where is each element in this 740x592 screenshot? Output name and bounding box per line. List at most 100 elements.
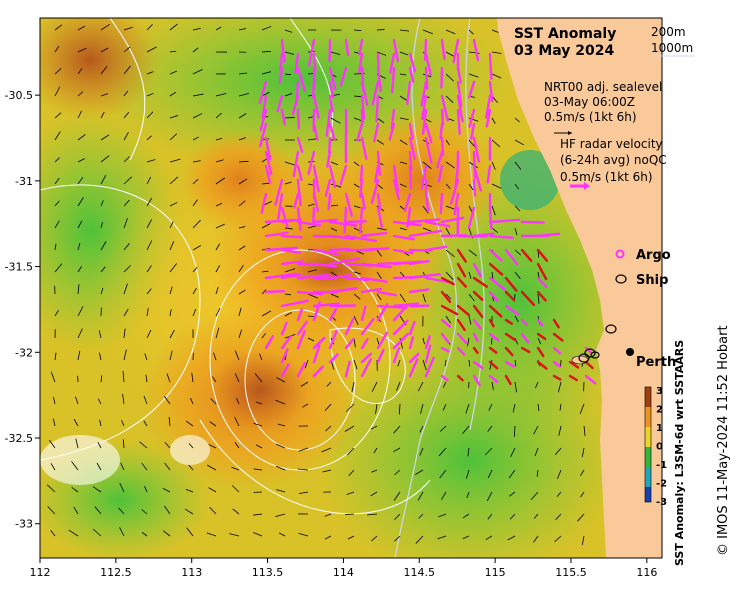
sealevel-vector bbox=[123, 176, 132, 185]
hf-radar-vector bbox=[488, 360, 499, 370]
sealevel-vector bbox=[491, 227, 498, 233]
hf-radar-vector bbox=[376, 348, 385, 364]
hf-radar-vector bbox=[488, 318, 495, 328]
colorbar-tick-label: -1 bbox=[656, 460, 667, 471]
hf-radar-vector bbox=[312, 192, 320, 213]
sealevel-vector bbox=[330, 117, 341, 124]
hf-radar-vector bbox=[456, 108, 461, 135]
sealevel-vector bbox=[508, 469, 516, 479]
sealevel-vector bbox=[54, 309, 59, 317]
hf-radar-vector bbox=[360, 305, 367, 322]
sealevel-vector bbox=[229, 533, 240, 537]
sealevel-vector bbox=[192, 245, 202, 251]
contour-200m-label: 200m bbox=[651, 25, 686, 39]
hf-radar-vector bbox=[552, 332, 564, 342]
sealevel-vector bbox=[393, 447, 401, 453]
hf-radar-vector bbox=[392, 248, 414, 255]
sealevel-vector bbox=[146, 219, 152, 229]
sealevel-vector bbox=[232, 508, 240, 515]
sealevel-vector bbox=[417, 491, 424, 501]
hf-radar-vector bbox=[258, 122, 268, 148]
sealevel-vector bbox=[275, 399, 286, 405]
sealevel-vector bbox=[353, 161, 360, 167]
hf-radar-vector bbox=[307, 150, 316, 175]
title-line-2: 03 May 2024 bbox=[514, 43, 615, 59]
hf-radar-vector bbox=[312, 164, 320, 193]
hf-radar-vector bbox=[328, 136, 332, 154]
sealevel-vector bbox=[468, 249, 477, 257]
hf-radar-vector bbox=[472, 232, 495, 238]
sealevel-vector bbox=[215, 327, 220, 339]
hf-radar-vector bbox=[468, 80, 476, 99]
ship-legend-label: Ship bbox=[636, 273, 668, 288]
sealevel-vector bbox=[231, 466, 240, 471]
hf-radar-vector bbox=[440, 374, 449, 382]
sealevel-vector bbox=[468, 183, 474, 191]
sealevel-vector bbox=[554, 535, 562, 543]
y-tick-label: -32 bbox=[15, 346, 33, 359]
hf-radar-vector bbox=[279, 52, 284, 71]
sealevel-vector bbox=[71, 461, 79, 471]
hf-radar-vector bbox=[280, 348, 289, 364]
sealevel-vector bbox=[208, 487, 217, 493]
hf-radar-vector bbox=[294, 52, 300, 75]
sealevel-vector bbox=[99, 419, 102, 427]
sealevel-vector bbox=[445, 139, 450, 146]
sealevel-vector bbox=[100, 375, 103, 383]
sealevel-vector bbox=[192, 199, 198, 207]
sealevel-vector bbox=[254, 373, 263, 383]
sealevel-vector bbox=[491, 381, 494, 390]
sealevel-vector bbox=[322, 469, 332, 473]
hf-radar-vector bbox=[344, 337, 355, 350]
sealevel-vector bbox=[94, 506, 102, 515]
sealevel-vector bbox=[514, 249, 522, 256]
sealevel-vector bbox=[304, 359, 309, 369]
hf-radar-vector bbox=[276, 94, 284, 113]
hf-radar-vector bbox=[456, 248, 467, 263]
sealevel-vector bbox=[77, 110, 82, 119]
sealevel-vector bbox=[277, 423, 286, 427]
sealevel-vector bbox=[215, 243, 220, 251]
hf-radar-vector bbox=[408, 164, 413, 190]
hf-radar-vector bbox=[356, 122, 364, 142]
sealevel-vector bbox=[166, 373, 171, 383]
hf-radar-vector bbox=[296, 164, 303, 182]
sealevel-vector bbox=[580, 491, 585, 498]
hf-radar-vector bbox=[296, 136, 304, 153]
hf-radar-vector bbox=[312, 206, 316, 225]
sealevel-vector bbox=[284, 51, 295, 55]
sealevel-vector bbox=[215, 308, 221, 317]
hf-radar-vector bbox=[328, 234, 355, 241]
sealevel-vector bbox=[169, 309, 172, 317]
hf-radar-vector bbox=[344, 220, 367, 224]
hf-radar-vector bbox=[436, 150, 444, 169]
sealevel-vector bbox=[399, 73, 407, 76]
hf-radar-vector bbox=[328, 353, 339, 364]
hf-radar-vector bbox=[440, 276, 455, 286]
sealevel-vector bbox=[54, 86, 61, 97]
sealevel-vector bbox=[146, 71, 154, 75]
y-tick-label: -30.5 bbox=[5, 89, 33, 102]
sealevel-vector bbox=[100, 266, 106, 273]
sealevel-vector bbox=[284, 181, 292, 185]
x-tick-label: 112 bbox=[30, 566, 51, 579]
sealevel-vector bbox=[184, 508, 194, 515]
hf-radar-vector bbox=[424, 66, 429, 91]
sealevel-vector bbox=[514, 183, 519, 190]
argo-legend-label: Argo bbox=[636, 248, 671, 263]
hf-radar-vector bbox=[296, 220, 322, 227]
hf-radar-vector bbox=[280, 206, 289, 229]
sealevel-vector bbox=[73, 418, 79, 427]
sealevel-vector bbox=[370, 491, 378, 497]
sealevel-vector bbox=[192, 93, 204, 97]
hf-radar-vector bbox=[390, 108, 396, 130]
sealevel-vector bbox=[192, 308, 197, 317]
sealevel-vector bbox=[100, 241, 107, 251]
sealevel-vector bbox=[192, 287, 197, 295]
hf-radar-vector bbox=[343, 206, 348, 234]
sealevel-vector bbox=[393, 425, 401, 434]
sealevel-vector bbox=[491, 139, 501, 148]
sealevel-vector bbox=[307, 269, 317, 273]
hf-radar-vector bbox=[296, 66, 307, 93]
sealevel-vector bbox=[536, 469, 539, 477]
